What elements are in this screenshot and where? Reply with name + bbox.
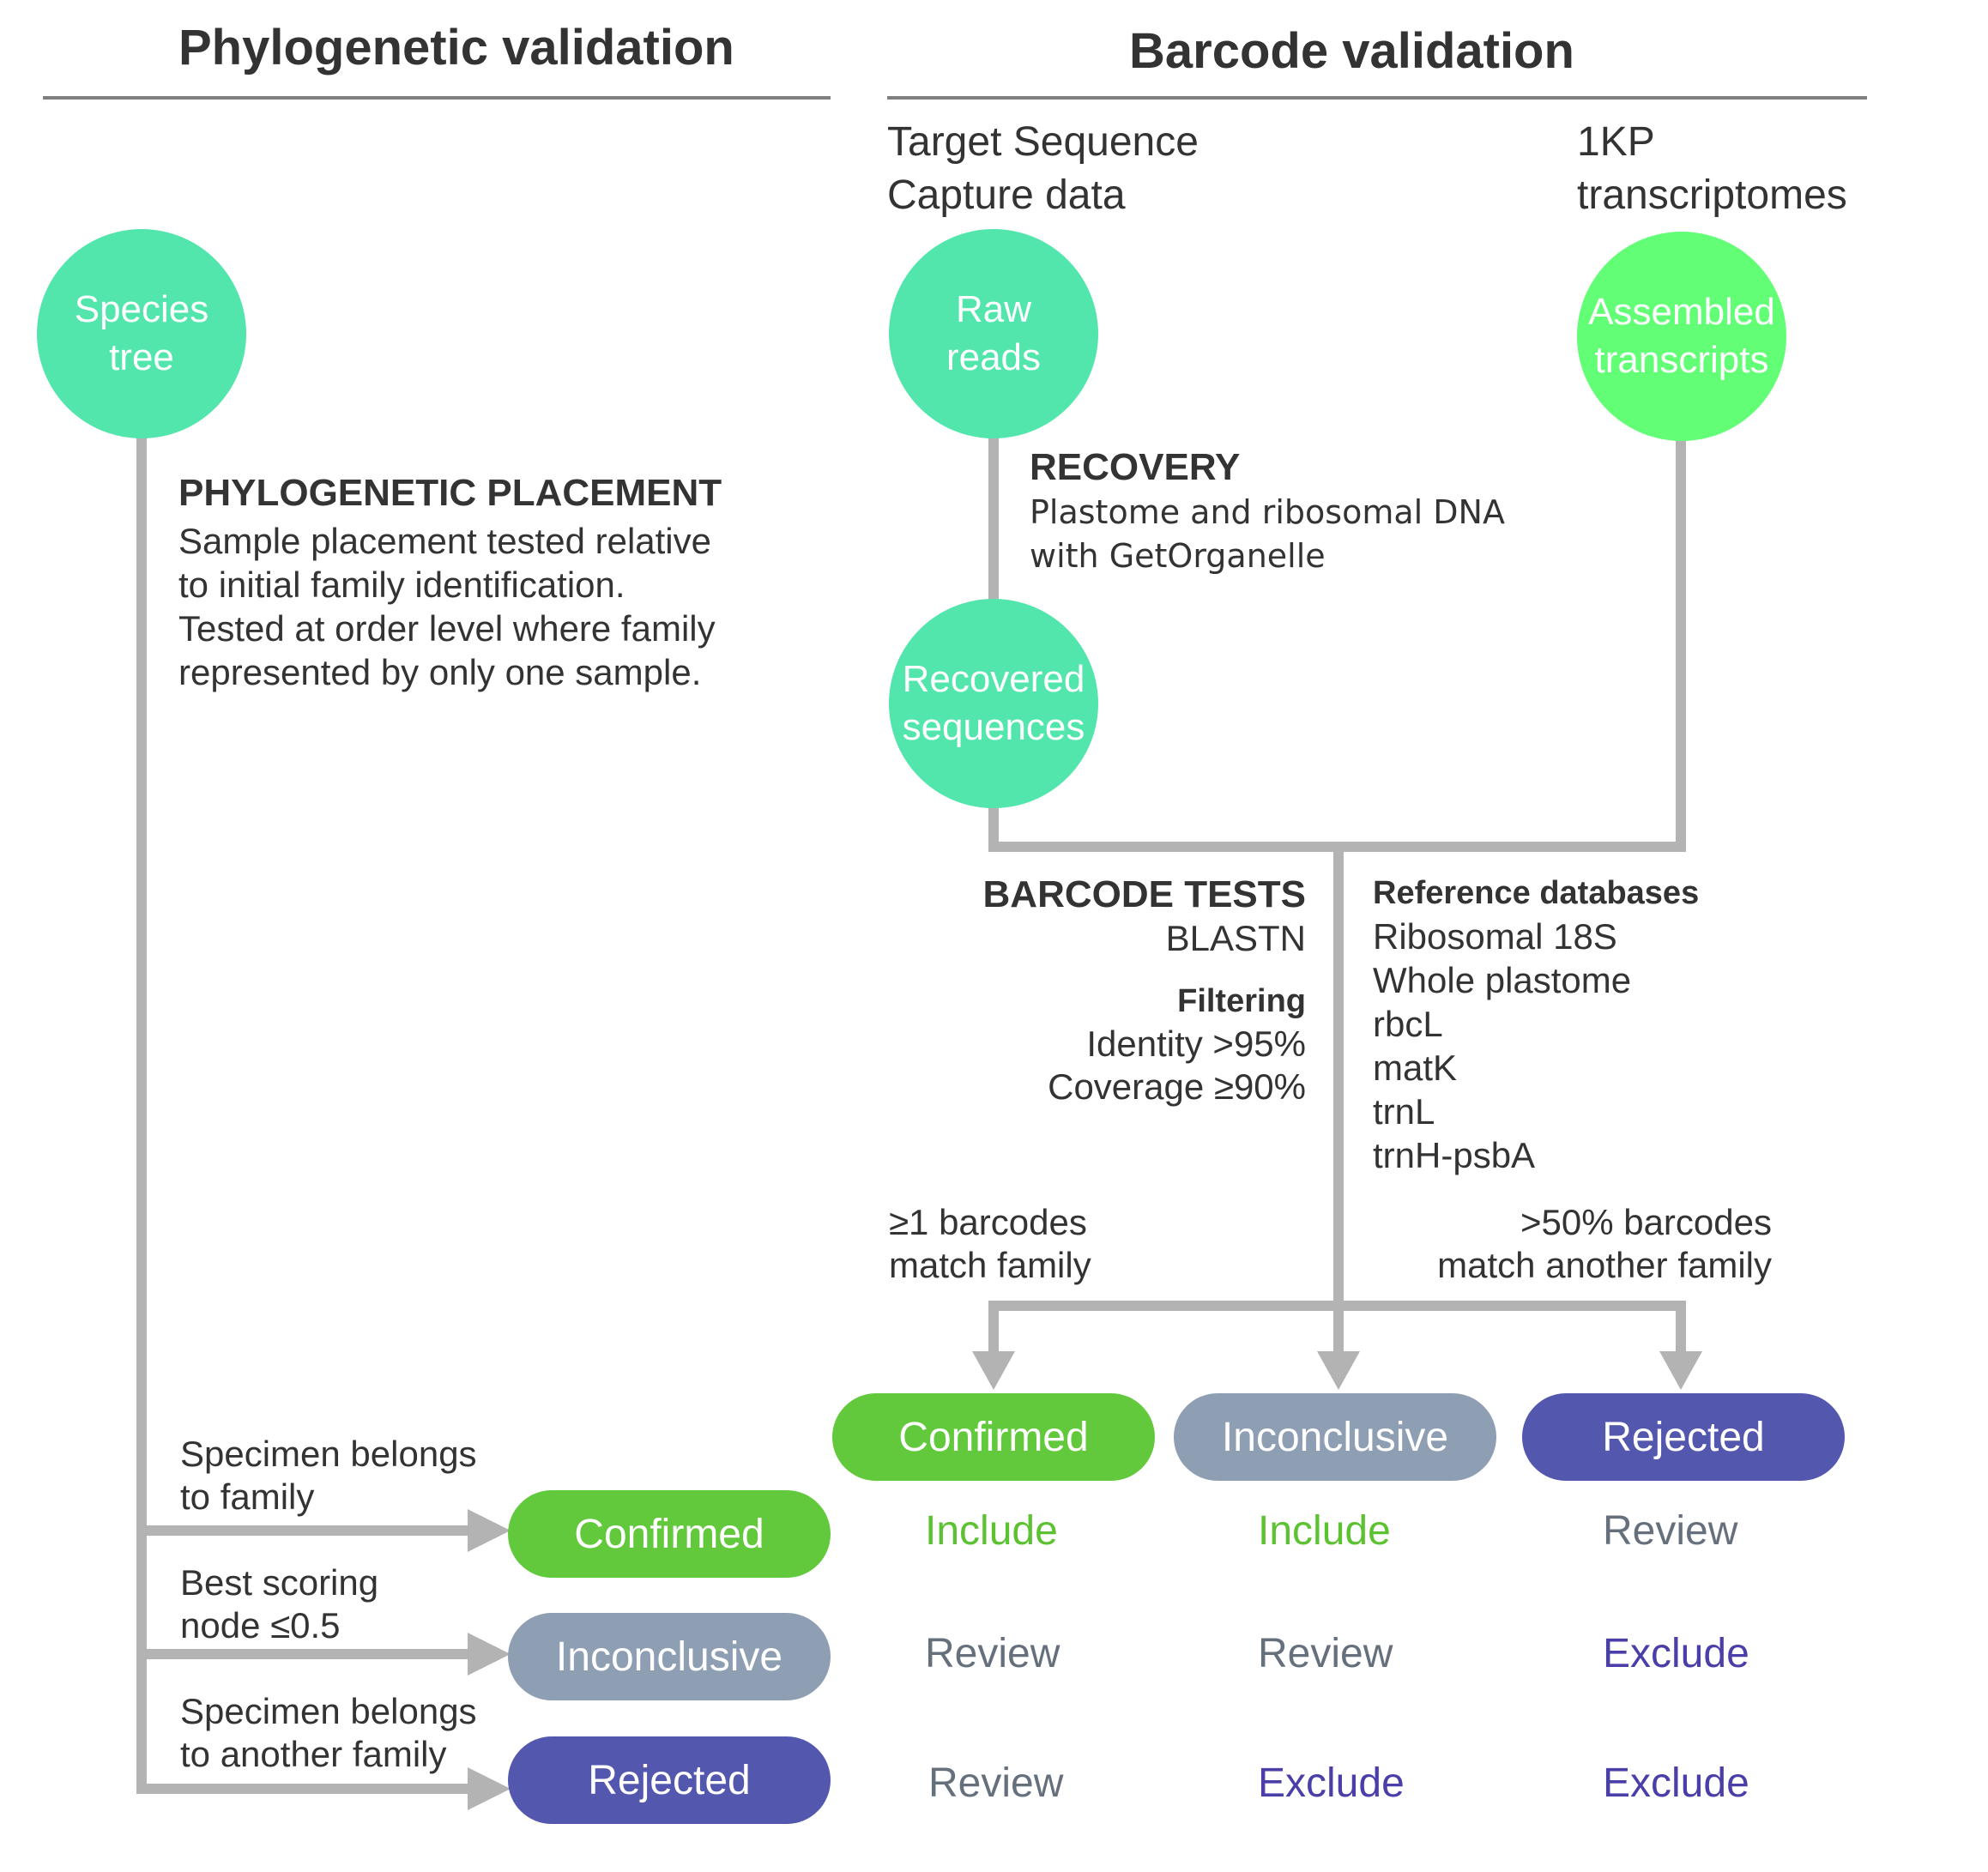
branch-label-best: Best scoring node ≤0.5 (180, 1561, 378, 1647)
filtering-line: Identity >95% (1086, 1024, 1306, 1064)
branch-label-belongs: Specimen belongs to family (180, 1433, 477, 1519)
raw-reads-node: Raw reads (889, 229, 1098, 438)
barcode-arrow-inconclusive (1317, 1351, 1360, 1390)
assembled-label: Assembled (1588, 291, 1775, 333)
barcode-inconclusive-pill: Inconclusive (1174, 1393, 1496, 1481)
assembled-transcripts-node: Assembled transcripts (1577, 232, 1786, 441)
phylo-confirmed-pill: Confirmed (508, 1490, 831, 1578)
condition-left-line: ≥1 barcodes (889, 1202, 1087, 1242)
source-right-line: transcriptomes (1577, 172, 1847, 218)
recovery-title: RECOVERY (1030, 446, 1241, 488)
phylo-heading: Phylogenetic validation (178, 20, 734, 75)
phylo-inconclusive-pill: Inconclusive (508, 1613, 831, 1700)
recovery-line: Plastome and ribosomal DNA (1030, 493, 1505, 531)
barcode-arrow-confirmed (972, 1351, 1015, 1390)
branch-label-line: to family (180, 1476, 315, 1517)
branch-label-another: Specimen belongs to another family (180, 1690, 477, 1776)
barcode-tests-title: BARCODE TESTS (982, 873, 1306, 915)
source-right-line: 1KP (1577, 119, 1655, 165)
recovery-description: Plastome and ribosomal DNA with GetOrgan… (1030, 491, 1505, 578)
source-left-line: Capture data (887, 172, 1126, 218)
raw-reads-label: Raw (955, 288, 1031, 330)
placement-line: represented by only one sample. (178, 652, 702, 692)
recovered-label: sequences (902, 706, 1085, 748)
decision-cell: Review (928, 1760, 1064, 1806)
phylo-rejected-pill: Rejected (508, 1736, 831, 1824)
refdb-item: trnH-psbA (1373, 1135, 1536, 1175)
condition-right-line: >50% barcodes (1520, 1202, 1772, 1242)
species-tree-node: Species tree (37, 229, 246, 438)
source-left-line: Target Sequence (887, 119, 1199, 165)
branch-label-line: Specimen belongs (180, 1691, 477, 1731)
refdb-item: Whole plastome (1373, 960, 1632, 1000)
placement-title: PHYLOGENETIC PLACEMENT (178, 472, 722, 514)
barcode-tests-block: BARCODE TESTS BLASTN Filtering Identity … (877, 873, 1306, 1108)
phylo-arrow-rejected (468, 1767, 511, 1810)
recovered-sequences-node: Recovered sequences (889, 599, 1098, 808)
species-tree-label: tree (109, 336, 174, 378)
refdb-item: matK (1373, 1048, 1458, 1088)
placement-line: Sample placement tested relative (178, 521, 711, 561)
raw-reads-label: reads (946, 336, 1042, 378)
decision-cell: Exclude (1603, 1631, 1749, 1676)
condition-left-line: match family (889, 1245, 1091, 1285)
refdb-item: Ribosomal 18S (1373, 916, 1617, 957)
barcode-confirmed-pill: Confirmed (832, 1393, 1155, 1481)
branch-label-line: to another family (180, 1734, 447, 1774)
phylo-arrow-confirmed (468, 1509, 511, 1552)
condition-right: >50% barcodes match another family (1437, 1201, 1772, 1287)
assembled-label: transcripts (1594, 339, 1769, 381)
decision-cell: Review (925, 1631, 1060, 1676)
decision-cell: Include (925, 1508, 1058, 1554)
barcode-rejected-pill: Rejected (1522, 1393, 1845, 1481)
barcode-tests-method: BLASTN (1165, 918, 1306, 958)
decision-cell: Include (1258, 1508, 1391, 1554)
source-left-label: Target Sequence Capture data (887, 116, 1199, 222)
decision-cell: Review (1258, 1631, 1393, 1676)
placement-line: to initial family identification. (178, 565, 625, 605)
decision-cell: Exclude (1603, 1760, 1749, 1806)
condition-left: ≥1 barcodes match family (889, 1201, 1091, 1287)
recovered-label: Recovered (902, 658, 1085, 700)
refdb-item: rbcL (1373, 1004, 1443, 1044)
decision-cell: Exclude (1258, 1760, 1405, 1806)
refdb-title: Reference databases (1373, 875, 1700, 911)
branch-label-line: Best scoring (180, 1562, 379, 1603)
branch-label-line: Specimen belongs (180, 1434, 477, 1474)
filtering-title: Filtering (1177, 983, 1306, 1019)
recovery-line: with GetOrganelle (1030, 537, 1326, 575)
filtering-line: Coverage ≥90% (1048, 1066, 1306, 1107)
condition-right-line: match another family (1437, 1245, 1772, 1285)
reference-databases-block: Reference databases Ribosomal 18S Whole … (1373, 872, 1699, 1177)
source-right-label: 1KP transcriptomes (1577, 116, 1847, 222)
placement-line: Tested at order level where family (178, 608, 716, 649)
placement-description: Sample placement tested relative to init… (178, 519, 716, 694)
branch-label-line: node ≤0.5 (180, 1605, 341, 1646)
phylo-arrow-inconclusive (468, 1633, 511, 1676)
decision-cell: Review (1603, 1508, 1738, 1554)
barcode-heading: Barcode validation (1129, 23, 1574, 79)
barcode-arrow-rejected (1659, 1351, 1702, 1390)
refdb-item: trnL (1373, 1091, 1435, 1132)
species-tree-label: Species (74, 288, 209, 330)
